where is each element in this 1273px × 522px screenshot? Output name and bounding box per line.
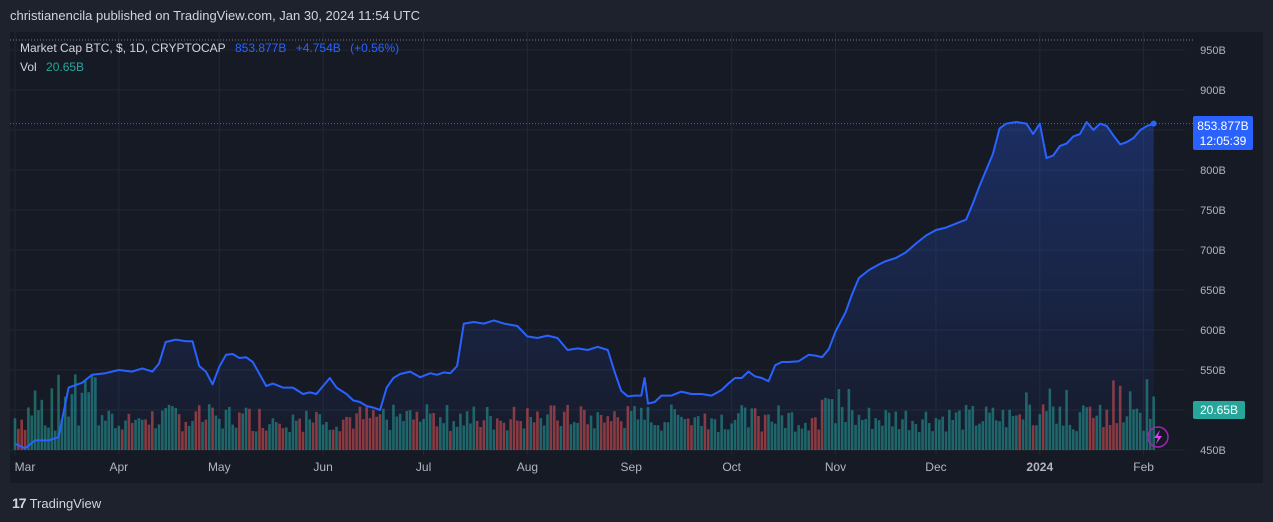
lightning-icon — [1154, 430, 1162, 444]
volume-bar — [17, 428, 20, 450]
lightning-button[interactable] — [1147, 426, 1169, 448]
volume-bar — [37, 410, 40, 450]
volume-label: Vol — [20, 60, 37, 74]
tradingview-logo-text: TradingView — [29, 495, 102, 511]
y-axis: 950B900B850B800B750B700B650B600B550B500B… — [1200, 45, 1226, 457]
y-tick-label: 650B — [1200, 285, 1226, 297]
volume-bar — [27, 407, 30, 450]
market-cap-line — [14, 121, 1155, 450]
x-tick-label: May — [208, 460, 231, 474]
volume-value: 20.65B — [46, 60, 85, 74]
volume-bar — [13, 418, 17, 450]
volume-bar — [43, 425, 47, 450]
footer: 17 TradingView — [0, 483, 1273, 522]
volume-bar — [57, 374, 60, 450]
price-label-value: 853.877B — [1197, 119, 1248, 133]
y-tick-label: 700B — [1200, 245, 1226, 257]
x-tick-label: Dec — [925, 460, 946, 474]
published-text: christianencila published on TradingView… — [10, 8, 420, 23]
y-tick-label: 950B — [1200, 45, 1226, 57]
change-percent: (+0.56%) — [350, 41, 400, 55]
symbol-line[interactable]: Market Cap BTC, $, 1D, CRYPTOCAP — [20, 41, 226, 55]
y-tick-label: 800B — [1200, 165, 1226, 177]
volume-bar — [20, 419, 23, 450]
tradingview-mark-icon: 17 — [12, 495, 27, 511]
volume-label: 20.65B — [1193, 401, 1245, 419]
x-tick-label: Aug — [517, 460, 538, 474]
volume-bar — [23, 429, 27, 450]
x-tick-label: Nov — [825, 460, 846, 474]
legend-volume-row[interactable]: Vol 20.65B — [20, 58, 405, 77]
x-tick-label: Jun — [313, 460, 332, 474]
y-tick-label: 550B — [1200, 365, 1226, 377]
y-tick-label: 750B — [1200, 205, 1226, 217]
volume-label-box — [1193, 401, 1245, 419]
price-label-countdown: 12:05:39 — [1200, 134, 1247, 148]
tradingview-logo[interactable]: 17 TradingView — [12, 495, 101, 511]
volume-bar — [30, 415, 34, 450]
chart-panel[interactable]: Market Cap BTC, $, 1D, CRYPTOCAP 853.877… — [10, 32, 1263, 483]
x-tick-label: Sep — [621, 460, 643, 474]
chart-svg[interactable]: 950B900B850B800B750B700B650B600B550B500B… — [10, 32, 1263, 483]
change-value: +4.754B — [295, 41, 341, 55]
x-tick-label: Oct — [722, 460, 741, 474]
volume-label-value: 20.65B — [1200, 403, 1238, 417]
y-tick-label: 450B — [1200, 445, 1226, 457]
price-label-box — [1193, 116, 1253, 150]
y-tick-label: 900B — [1200, 85, 1226, 97]
legend-main-row[interactable]: Market Cap BTC, $, 1D, CRYPTOCAP 853.877… — [20, 39, 405, 58]
last-value: 853.877B — [234, 41, 287, 55]
market-cap-area — [15, 122, 1154, 450]
x-tick-label: Jul — [416, 460, 431, 474]
y-tick-label: 600B — [1200, 325, 1226, 337]
price-label: 853.877B 12:05:39 — [1193, 116, 1253, 150]
last-price-dot — [1150, 120, 1157, 127]
lightning-circle — [1147, 426, 1169, 448]
volume-bar — [50, 388, 54, 450]
volume-bar — [47, 427, 50, 450]
volume-bar — [33, 390, 37, 450]
volume-bar — [40, 399, 44, 450]
x-tick-label: Feb — [1133, 460, 1154, 474]
x-tick-label: Apr — [109, 460, 128, 474]
x-tick-label: Mar — [15, 460, 36, 474]
x-tick-label: 2024 — [1026, 460, 1053, 474]
x-axis: Mar Apr May Jun Jul Aug Sep Oct Nov Dec 2024 Feb — [15, 460, 1155, 474]
chart-legend: Market Cap BTC, $, 1D, CRYPTOCAP 853.877… — [20, 39, 405, 77]
published-header: christianencila published on TradingView… — [0, 0, 1273, 32]
